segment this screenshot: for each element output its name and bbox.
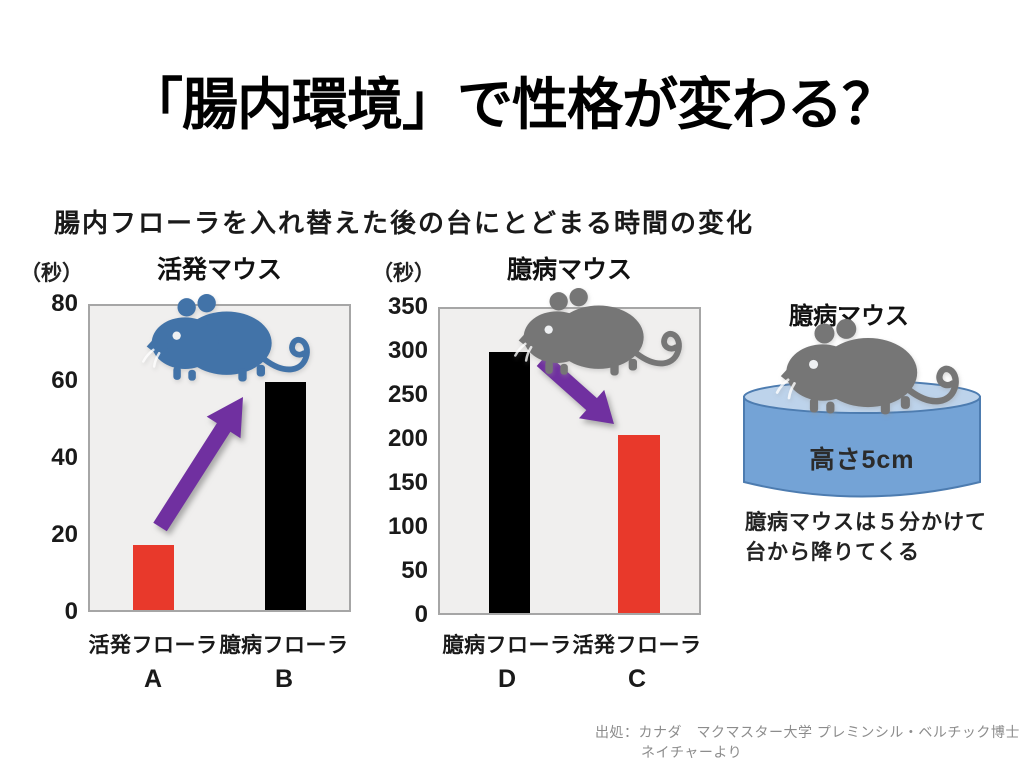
- category-label: 活発フローラ A: [87, 629, 219, 694]
- category-letter: D: [497, 665, 517, 693]
- bar-active-flora-a: [133, 545, 174, 610]
- y-axis-unit-label: （秒）: [20, 262, 83, 285]
- category-name: 活発フローラ: [572, 634, 702, 657]
- category-label: 臆病フローラ B: [218, 629, 350, 694]
- category-name: 臆病フローラ: [219, 634, 349, 657]
- chart-title: 臆病マウス: [506, 256, 632, 284]
- platform-height-label: 高さ5cm: [809, 446, 915, 474]
- category-name: 活発フローラ: [88, 634, 218, 657]
- category-label: 臆病フローラ D: [441, 629, 573, 694]
- source-text: 出処：カナダ マクマスター大学 プレミンシル・ベルチック博士 ネイチャーより: [595, 722, 1020, 762]
- y-axis-ticks: 80 60 40 20 0: [51, 290, 78, 625]
- y-axis-unit-label: （秒）: [372, 262, 435, 285]
- category-letter: A: [143, 665, 163, 693]
- chart-subtitle: 腸内フローラを入れ替えた後の台にとどまる時間の変化: [54, 208, 755, 238]
- category-label: 活発フローラ C: [571, 629, 703, 694]
- arrow-down-icon: [536, 354, 614, 424]
- source-line-2: ネイチャーより: [641, 744, 743, 760]
- chart-title: 活発マウス: [156, 256, 282, 284]
- category-letter: C: [627, 665, 647, 693]
- bar-timid-flora-b: [265, 382, 306, 610]
- timid-mouse-icon: [512, 287, 687, 379]
- bar-timid-flora-d: [489, 352, 530, 613]
- arrow-up-icon: [153, 397, 243, 532]
- bar-active-flora-c: [618, 434, 660, 613]
- platform-body: [743, 396, 981, 498]
- active-mouse-icon: [140, 293, 315, 385]
- category-name: 臆病フローラ: [442, 634, 572, 657]
- timid-mouse-icon: [773, 318, 965, 418]
- slide-title: 「腸内環境」で性格が変わる？: [127, 73, 898, 136]
- y-axis-ticks: 350 300 250 200 150 100 50 0: [387, 293, 428, 628]
- caption-line-1: 臆病マウスは５分かけて: [745, 511, 987, 534]
- source-line-1: 出処：カナダ マクマスター大学 プレミンシル・ベルチック博士: [595, 724, 1020, 740]
- caption-line-2: 台から降りてくる: [745, 541, 920, 564]
- category-letter: B: [274, 665, 294, 693]
- illustration-caption: 臆病マウスは５分かけて 台から降りてくる: [745, 508, 987, 568]
